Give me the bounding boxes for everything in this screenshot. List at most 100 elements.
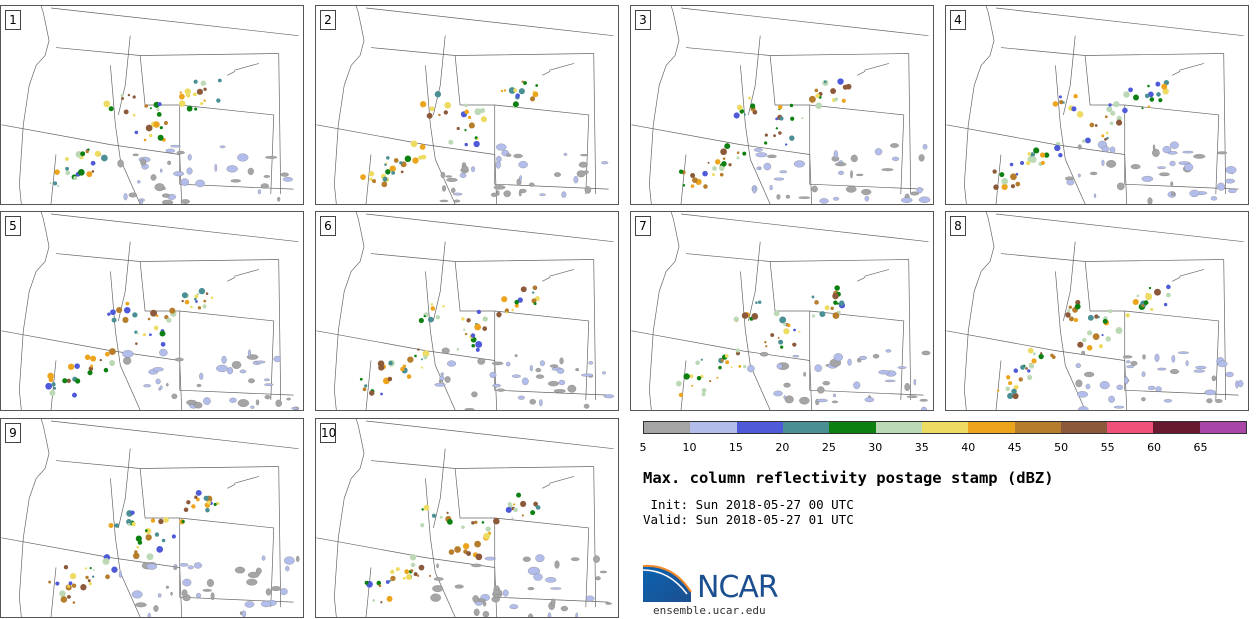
storm-cell xyxy=(728,163,732,167)
storm-cell xyxy=(65,166,69,171)
echo-blob xyxy=(270,586,282,592)
echo-blob xyxy=(1224,178,1235,184)
panel-number: 8 xyxy=(950,216,966,236)
echo-blob xyxy=(547,612,552,617)
state-border xyxy=(648,6,680,204)
colorbar-segment xyxy=(1060,422,1108,433)
storm-cell xyxy=(470,333,476,338)
echo-blob xyxy=(186,167,193,175)
echo-blob xyxy=(858,355,867,360)
echo-blob xyxy=(518,190,522,197)
echo-blob xyxy=(143,384,152,388)
state-border xyxy=(365,213,614,243)
echo-blob xyxy=(196,384,202,388)
echo-blob xyxy=(1147,197,1153,204)
colorbar-segment xyxy=(1153,422,1200,433)
storm-cell xyxy=(501,296,508,303)
echo-blob xyxy=(176,150,185,155)
storm-cell xyxy=(90,160,96,166)
storm-cell xyxy=(482,326,488,331)
storm-cell xyxy=(196,88,203,95)
storm-cell xyxy=(159,330,166,337)
echo-blob xyxy=(159,385,163,390)
echo-blob xyxy=(838,170,844,176)
state-border xyxy=(740,271,751,366)
storm-cell xyxy=(428,574,432,578)
storm-cell xyxy=(993,184,999,190)
storm-cell xyxy=(1026,160,1031,166)
echo-blob xyxy=(180,199,190,204)
echo-blob xyxy=(901,197,913,203)
echo-blob xyxy=(822,381,830,386)
storm-cell xyxy=(418,155,423,160)
storm-cell xyxy=(475,340,483,348)
echo-blob xyxy=(214,163,218,172)
colorbar-segment xyxy=(1107,422,1154,433)
storm-cell xyxy=(1128,87,1133,93)
echo-blob xyxy=(117,159,124,168)
storm-cell xyxy=(194,495,198,499)
state-border xyxy=(179,360,183,410)
storm-cell xyxy=(505,506,512,513)
state-border xyxy=(809,154,813,204)
storm-cell xyxy=(751,312,759,320)
echo-blob xyxy=(535,554,545,563)
colorbar-segment xyxy=(690,422,737,433)
storm-cell xyxy=(703,184,708,189)
echo-blob xyxy=(154,183,165,192)
storm-cell xyxy=(121,96,124,100)
storm-cell xyxy=(194,107,198,111)
echo-blob xyxy=(170,144,181,148)
echo-blob xyxy=(817,386,825,394)
echo-blob xyxy=(170,591,173,596)
storm-cell xyxy=(824,305,830,311)
echo-blob xyxy=(239,369,247,374)
echo-blob xyxy=(549,364,559,368)
storm-cell xyxy=(72,392,77,398)
colorbar-segment xyxy=(1199,422,1247,433)
storm-cell xyxy=(423,355,428,360)
echo-blob xyxy=(517,395,525,400)
storm-cell xyxy=(448,139,454,145)
state-border xyxy=(50,154,57,204)
storm-cell xyxy=(194,297,197,301)
storm-cell xyxy=(205,292,209,295)
storm-cell xyxy=(131,522,136,527)
storm-cell xyxy=(823,80,827,84)
colorbar-tick: 25 xyxy=(821,441,836,454)
state-border xyxy=(809,310,905,401)
storm-cell xyxy=(724,354,729,358)
panel-number: 7 xyxy=(635,216,651,236)
echo-blob xyxy=(123,193,128,201)
storm-cell xyxy=(195,300,198,303)
echo-blob xyxy=(1225,166,1237,174)
storm-cell xyxy=(1145,293,1153,301)
storm-cell xyxy=(722,157,726,160)
state-border xyxy=(946,124,1125,155)
storm-cell xyxy=(1084,137,1091,144)
storm-cell xyxy=(184,299,190,305)
echo-blob xyxy=(856,173,864,177)
storm-cell xyxy=(1094,124,1098,127)
echo-blob xyxy=(567,384,577,393)
storm-cell xyxy=(1040,352,1043,355)
storm-cell xyxy=(195,489,202,496)
storm-cell xyxy=(1025,367,1028,370)
state-border xyxy=(685,47,909,56)
echo-blob xyxy=(193,562,203,569)
echo-blob xyxy=(1211,375,1217,382)
storm-cell xyxy=(695,360,700,366)
echo-blob xyxy=(595,576,601,581)
storm-cell xyxy=(163,517,169,523)
storm-cell xyxy=(1161,83,1168,90)
echo-blob xyxy=(226,367,234,375)
storm-cell xyxy=(834,97,838,102)
state-border xyxy=(1084,261,1125,312)
storm-cell xyxy=(511,308,514,312)
echo-blob xyxy=(833,150,838,159)
storm-cell xyxy=(830,306,834,311)
storm-cell xyxy=(407,356,414,363)
storm-cell xyxy=(520,500,527,508)
storm-cell xyxy=(84,354,91,361)
storm-cell xyxy=(463,328,466,331)
